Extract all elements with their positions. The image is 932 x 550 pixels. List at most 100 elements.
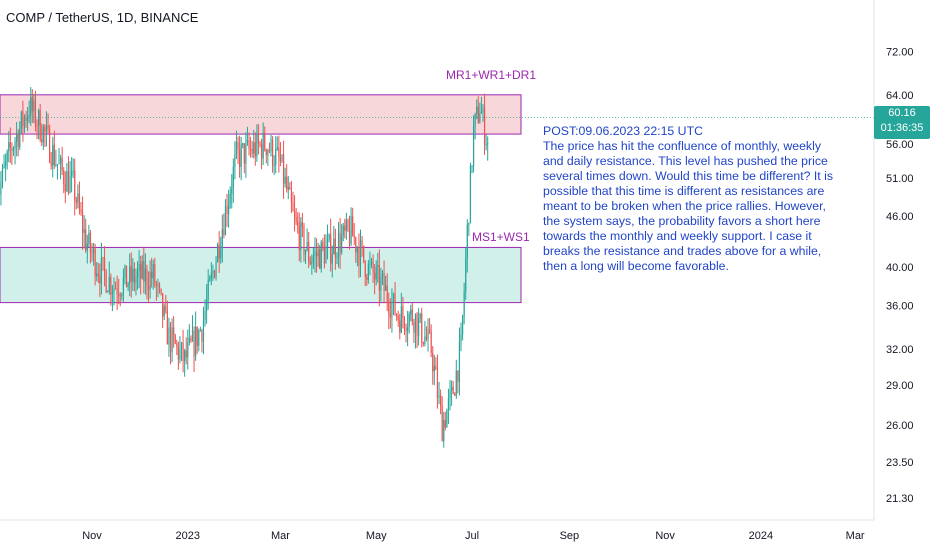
candle-body	[39, 110, 41, 140]
candle-body	[375, 266, 377, 280]
candle-body	[388, 301, 390, 314]
candle-body	[14, 141, 16, 149]
candle-body	[402, 306, 404, 318]
candle-body	[436, 369, 439, 398]
candle-body	[182, 342, 184, 362]
candle-body	[253, 142, 255, 154]
candle-body	[287, 187, 289, 190]
candle-body	[53, 144, 55, 166]
candle-body	[187, 342, 189, 358]
time-tick-5: Sep	[560, 530, 580, 542]
candle-body	[23, 116, 26, 127]
candle-body	[264, 132, 266, 150]
candle-body	[91, 252, 93, 254]
candle-body	[41, 139, 43, 143]
candle-body	[70, 171, 73, 176]
candle-body	[358, 248, 360, 266]
candle-body	[108, 276, 110, 292]
candle-body	[411, 309, 413, 323]
candle-body	[158, 284, 161, 289]
candle-body	[265, 149, 267, 156]
candle-body	[487, 143, 489, 145]
candle-body	[177, 345, 179, 360]
candle-body	[124, 265, 126, 278]
candle-body	[483, 108, 486, 145]
support-zone[interactable]	[0, 246, 522, 304]
candle-body	[59, 157, 62, 163]
candle-body	[163, 306, 165, 317]
time-tick-2: Mar	[271, 530, 290, 542]
candle-body	[441, 405, 443, 442]
candle-body	[103, 257, 106, 272]
candle-body	[314, 251, 316, 257]
candle-body	[165, 306, 167, 311]
candle-body	[370, 260, 373, 264]
candle-body	[17, 133, 19, 147]
candle-body	[69, 175, 71, 193]
candle-body	[111, 292, 114, 295]
candle-body	[64, 183, 66, 192]
candle-body	[198, 330, 200, 346]
candle-body	[92, 248, 95, 254]
candle-body	[228, 203, 230, 215]
price-axis[interactable]: 72.00 64.00 56.00 51.00 46.00 40.00 36.00 32.00…	[886, 47, 914, 505]
candle-body	[268, 150, 271, 152]
candle-body	[293, 210, 296, 218]
candle-body	[482, 108, 484, 112]
candle-body	[188, 338, 190, 343]
candle-body	[201, 330, 203, 342]
support-zone-label: MS1+WS1	[472, 230, 530, 244]
candle-body	[391, 302, 393, 318]
candle-body	[226, 206, 228, 215]
candle-body	[262, 132, 264, 159]
candle-body	[202, 319, 205, 342]
candle-body	[278, 147, 280, 158]
candle-body	[207, 280, 209, 300]
last-price-value: 60.16	[888, 107, 916, 119]
candle-body	[97, 273, 99, 276]
candle-body	[6, 151, 8, 161]
candle-body	[472, 125, 475, 166]
candle-body	[242, 143, 244, 145]
candle-body	[315, 251, 318, 257]
candle-body	[279, 157, 282, 162]
resistance-zone[interactable]	[0, 94, 522, 135]
candles-group	[0, 87, 489, 448]
candle-body	[446, 410, 448, 428]
candle-body	[419, 313, 421, 319]
candle-body	[309, 261, 311, 265]
candle-body	[144, 268, 146, 282]
candle-body	[304, 250, 307, 255]
candle-body	[251, 149, 253, 154]
candle-body	[22, 111, 24, 127]
candle-body	[49, 128, 51, 162]
candle-body	[221, 229, 223, 250]
candle-body	[152, 264, 154, 279]
resistance-zone-label: MR1+WR1+DR1	[446, 68, 537, 82]
candle-body	[392, 293, 395, 303]
candle-body	[149, 271, 151, 290]
candle-body	[133, 268, 135, 284]
candle-body	[190, 338, 192, 341]
candle-body	[439, 395, 442, 406]
candle-body	[118, 293, 120, 296]
candle-body	[223, 229, 225, 235]
candle-body	[245, 142, 247, 164]
candle-body	[169, 327, 172, 353]
candle-body	[193, 330, 195, 357]
time-tick-3: May	[366, 530, 387, 542]
candle-body	[199, 330, 201, 332]
time-axis[interactable]: Nov 2023 Mar May Jul Sep Nov 2024 Mar	[82, 530, 865, 542]
candle-body	[449, 390, 451, 398]
candle-body	[27, 115, 29, 121]
candle-body	[461, 315, 464, 335]
candle-body	[377, 264, 379, 267]
candle-body	[246, 139, 249, 143]
candle-body	[3, 165, 5, 168]
candle-body	[298, 226, 300, 251]
candle-body	[273, 165, 275, 167]
candle-body	[212, 270, 214, 273]
last-price-tag: 60.16 01:36:35	[874, 106, 930, 139]
candle-body	[359, 240, 362, 266]
